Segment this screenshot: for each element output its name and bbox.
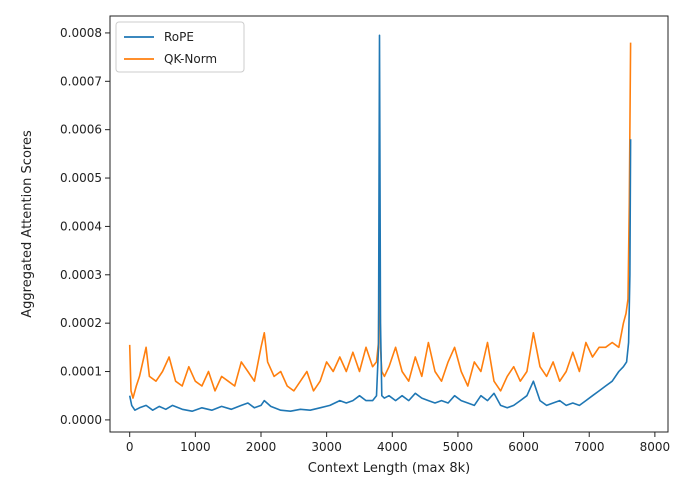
x-tick-label: 3000 bbox=[311, 440, 342, 454]
y-axis-label: Aggregated Attention Scores bbox=[20, 130, 35, 318]
y-tick-label: 0.0002 bbox=[60, 316, 102, 330]
x-axis-label: Context Length (max 8k) bbox=[308, 461, 470, 476]
y-tick-label: 0.0008 bbox=[60, 26, 102, 40]
y-tick-label: 0.0007 bbox=[60, 74, 102, 88]
x-tick-label: 5000 bbox=[443, 440, 474, 454]
y-tick-label: 0.0004 bbox=[60, 219, 102, 233]
x-tick-label: 4000 bbox=[377, 440, 408, 454]
x-tick-label: 6000 bbox=[508, 440, 539, 454]
plot-area-frame bbox=[109, 15, 669, 433]
legend-label: QK-Norm bbox=[164, 52, 217, 66]
y-tick-label: 0.0001 bbox=[60, 365, 102, 379]
y-tick-label: 0.0000 bbox=[60, 413, 102, 427]
series-line-rope bbox=[128, 34, 632, 413]
y-tick-label: 0.0005 bbox=[60, 171, 102, 185]
y-tick-label: 0.0003 bbox=[60, 268, 102, 282]
legend-label: RoPE bbox=[164, 30, 194, 44]
x-tick-label: 8000 bbox=[640, 440, 671, 454]
y-tick-label: 0.0006 bbox=[60, 123, 102, 137]
x-tick-label: 0 bbox=[126, 440, 134, 454]
y-axis-ticks: 0.0000 0.0001 0.0002 0.0003 0.0004 0.0005 0.00… bbox=[60, 26, 110, 427]
x-tick-label: 1000 bbox=[180, 440, 211, 454]
series-layer bbox=[128, 34, 632, 413]
x-tick-label: 7000 bbox=[574, 440, 605, 454]
x-axis-ticks: 0 1000 2000 3000 4000 5000 6000 7000 8000 bbox=[126, 432, 670, 454]
x-tick-label: 2000 bbox=[246, 440, 277, 454]
legend: RoPE QK-Norm bbox=[115, 21, 245, 73]
